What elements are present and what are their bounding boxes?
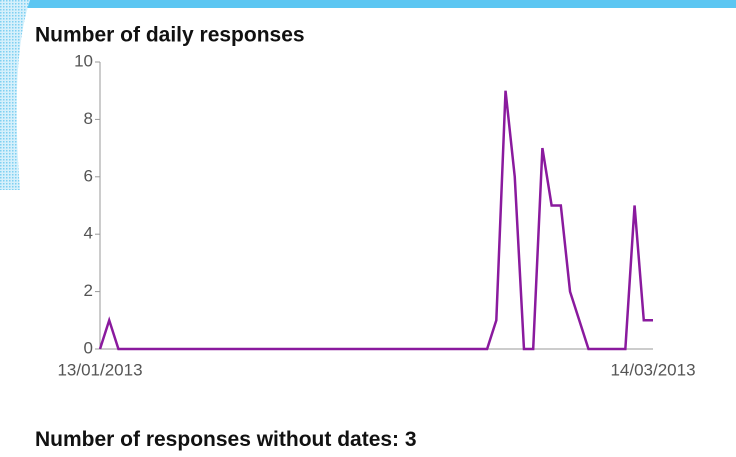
y-tick-label: 2 xyxy=(84,281,93,300)
footer-value: 3 xyxy=(405,428,417,451)
y-tick-label: 4 xyxy=(84,224,93,243)
data-line xyxy=(98,90,653,351)
y-tick-label: 0 xyxy=(84,338,93,357)
x-tick-label: 14/03/2013 xyxy=(610,360,695,379)
top-band xyxy=(0,0,736,8)
side-decoration xyxy=(0,0,30,190)
footer-label: Number of responses without dates: xyxy=(35,428,399,451)
x-tick-label: 13/01/2013 xyxy=(57,360,142,379)
footer: Number of responses without dates: 3 xyxy=(35,428,417,451)
y-tick-label: 10 xyxy=(74,51,93,70)
plot: 0 2 4 6 8 10 13/01/2013 14/03/2013 xyxy=(57,51,695,379)
y-tick-label: 8 xyxy=(84,109,93,128)
y-tick-label: 6 xyxy=(84,166,93,185)
chart-title: Number of daily responses xyxy=(35,24,305,47)
